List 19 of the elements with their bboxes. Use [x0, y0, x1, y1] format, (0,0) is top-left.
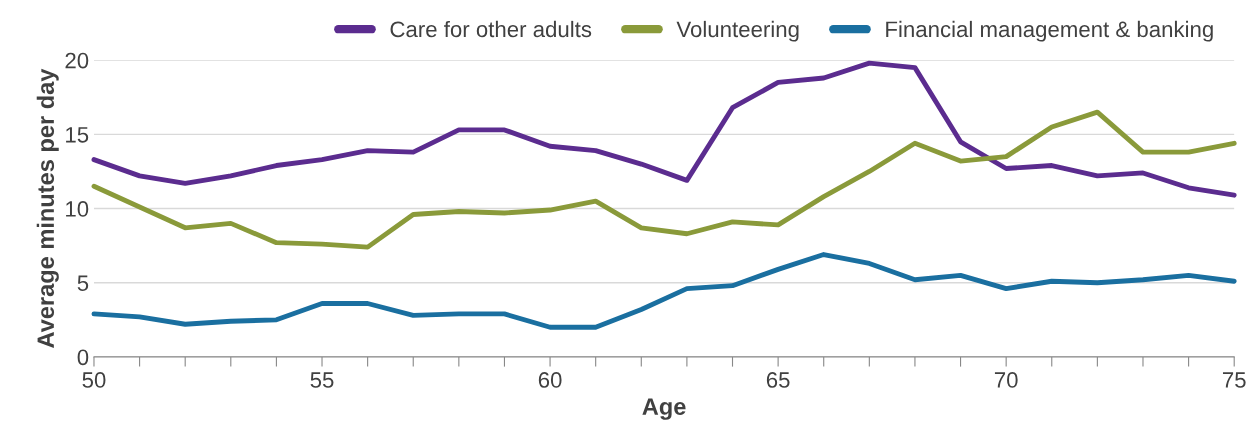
line-series [91, 109, 1237, 250]
line-series [91, 252, 1237, 330]
y-tick-label: 20 [65, 52, 89, 69]
x-tick-label: 75 [1222, 372, 1246, 388]
y-tick-label: 10 [66, 201, 89, 217]
y-tick-label: 5 [77, 275, 89, 291]
x-axis-title: Age [642, 398, 686, 420]
x-tick-label: 55 [310, 372, 334, 388]
y-tick-label: 0 [77, 349, 89, 366]
legend-label: Financial management & banking [886, 20, 1213, 42]
x-tick-label: 70 [994, 372, 1018, 388]
legend-label: Volunteering [676, 20, 799, 42]
x-tick-label: 65 [766, 372, 790, 388]
x-tick-label: 50 [82, 372, 106, 388]
x-tick-label: 60 [538, 372, 562, 388]
line-series [91, 60, 1237, 198]
y-axis-title: Average minutes per day [36, 68, 59, 348]
y-tick-label: 15 [66, 127, 89, 143]
legend-label: Care for other adults [390, 20, 592, 38]
